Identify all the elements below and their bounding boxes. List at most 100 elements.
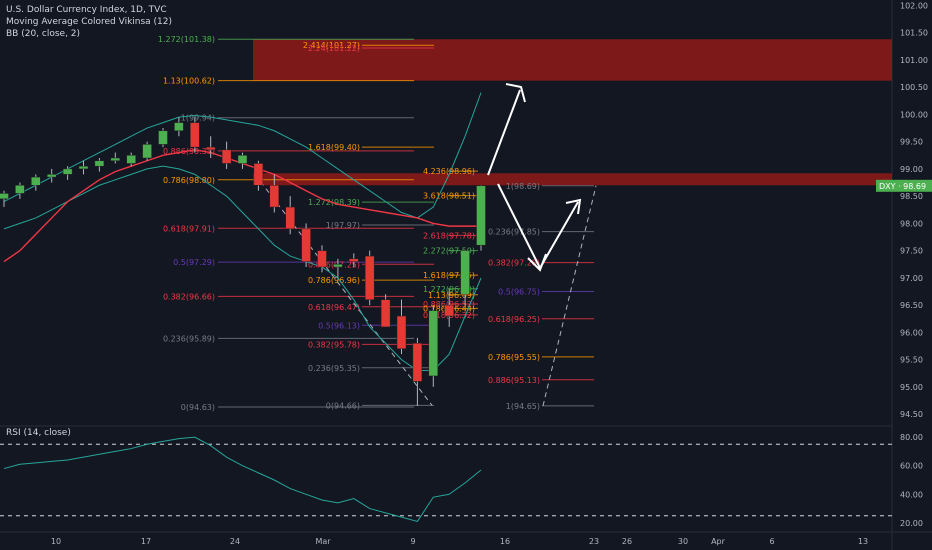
candle-body: [333, 264, 343, 268]
resistance-zone: [253, 39, 892, 81]
fib-proj-label: 0.5(96.75): [498, 288, 540, 297]
fib-mid-label: 0.618(96.47): [308, 303, 360, 312]
candle-body: [190, 122, 200, 148]
candle-body: [205, 146, 216, 151]
price-tick-label: 96.50: [900, 301, 923, 310]
price-tick-label: 100.00: [900, 110, 928, 119]
legend-bb: BB (20, close, 2): [6, 29, 81, 39]
candle-body: [94, 160, 105, 167]
arrow-up-head: [505, 83, 526, 103]
candle-body: [444, 304, 454, 317]
price-tick-label: 97.00: [900, 274, 923, 283]
time-tick-label: 24: [230, 537, 240, 546]
fib-left-label: 0.786(98.80): [163, 176, 215, 185]
candle-body: [31, 176, 41, 186]
candle-body: [237, 155, 248, 164]
fib-ext-label: 2.272(97.50): [423, 247, 475, 256]
fib-left-label: 1(99.94): [181, 114, 215, 123]
fib-ext-label: 1.618(97.05): [423, 271, 475, 280]
candle-body: [142, 144, 152, 159]
fib-mid-label: 0.786(96.96): [308, 276, 360, 285]
arrow-up-head-2: [565, 198, 582, 215]
fib-mid-label: 0(94.66): [326, 401, 360, 410]
candle-body: [110, 157, 121, 161]
rsi-tick-label: 20.00: [900, 519, 923, 528]
fib-mid-label: 2.24(101.22): [308, 44, 360, 53]
time-tick-label: 23: [589, 537, 599, 546]
fib-ext-label: 2.618(97.78): [423, 231, 475, 240]
candle-body: [126, 155, 136, 164]
candle-body: [476, 185, 486, 246]
time-tick-label: Mar: [315, 537, 331, 546]
time-tick-label: 10: [51, 537, 61, 546]
fib-left-label: 0.236(95.89): [163, 334, 215, 343]
fib-left-label: 0(94.63): [181, 403, 215, 412]
fib-left-label: 1.13(100.62): [163, 77, 215, 86]
candle-body: [62, 168, 73, 175]
candle-body: [174, 122, 184, 132]
candle-body: [301, 228, 311, 262]
fib-proj-label: 1(94.65): [506, 402, 540, 411]
resistance-zone: [253, 173, 892, 186]
time-tick-label: 6: [769, 537, 774, 546]
price-tick-label: 95.00: [900, 383, 923, 392]
time-tick-label: 17: [141, 537, 151, 546]
fib-ext-label: 4.236(98.96): [423, 167, 475, 176]
price-tick-label: 98.50: [900, 192, 923, 201]
rsi-label: RSI (14, close): [6, 428, 71, 438]
price-tick-label: 102.00: [900, 1, 928, 10]
arrow-zigzag-path: [497, 183, 579, 271]
candle-body: [46, 174, 57, 178]
price-tick-label: 98.00: [900, 219, 923, 228]
rsi-tick-label: 80.00: [900, 433, 923, 442]
rsi-tick-label: 60.00: [900, 462, 923, 471]
candle-body: [253, 163, 264, 186]
time-tick-label: 30: [678, 537, 688, 546]
candle-body: [428, 310, 439, 377]
fib-left-label: 0.5(97.29): [173, 258, 215, 267]
fib-proj-label: 0.236(97.85): [488, 228, 540, 237]
candle-body: [380, 299, 391, 328]
candle-body: [78, 165, 89, 170]
legend-ma: Moving Average Colored Vikinsa (12): [6, 17, 173, 27]
candle-body: [285, 206, 295, 230]
candle-body: [0, 193, 9, 200]
fib-ext-label: 3.618(98.51): [423, 192, 475, 201]
candle-body: [396, 315, 407, 349]
price-tick-label: 94.50: [900, 410, 923, 419]
fib-diagonal-a: [254, 174, 433, 406]
fib-mid-label: 2.414(101.27): [303, 41, 360, 50]
candle-body: [349, 258, 359, 262]
price-tick-label: 100.50: [900, 83, 928, 92]
fib-left-label: 0.618(97.91): [163, 224, 215, 233]
fib-left-label: 1.272(101.38): [158, 35, 215, 44]
candle-body: [221, 149, 232, 164]
fib-proj-label: 0.786(95.55): [488, 353, 540, 362]
chart-legend: U.S. Dollar Currency Index, 1D, TVC Movi…: [6, 4, 172, 40]
fib-left-label: 0.382(96.66): [163, 292, 215, 301]
candle-body: [269, 185, 280, 208]
fib-mid-label: 1.618(99.40): [308, 143, 360, 152]
candle-body: [412, 343, 423, 382]
candle-body: [317, 250, 327, 268]
candle-body: [158, 130, 168, 145]
fib-diagonal-b: [542, 185, 597, 407]
price-tick-label: 97.50: [900, 247, 923, 256]
candle-body: [460, 250, 470, 295]
fib-proj-label: 0.618(96.25): [488, 315, 540, 324]
fib-proj-label: 1(98.69): [506, 182, 540, 191]
fib-ext-label: 1.13(96.69): [428, 291, 475, 300]
time-tick-label: Apr: [711, 537, 726, 546]
time-tick-label: 16: [500, 537, 510, 546]
rsi-tick-label: 40.00: [900, 490, 923, 499]
legend-symbol: U.S. Dollar Currency Index, 1D, TVC: [6, 5, 167, 15]
rsi-line: [3, 436, 482, 523]
last-price-tag: [876, 179, 932, 192]
fib-mid-label: 0.382(95.78): [308, 340, 360, 349]
last-price-text: DXY · 98.69: [879, 182, 926, 191]
time-tick-label: 13: [858, 537, 868, 546]
candle-body: [364, 255, 375, 300]
price-tick-label: 101.00: [900, 56, 928, 65]
fib-mid-label: 0.236(95.35): [308, 364, 360, 373]
